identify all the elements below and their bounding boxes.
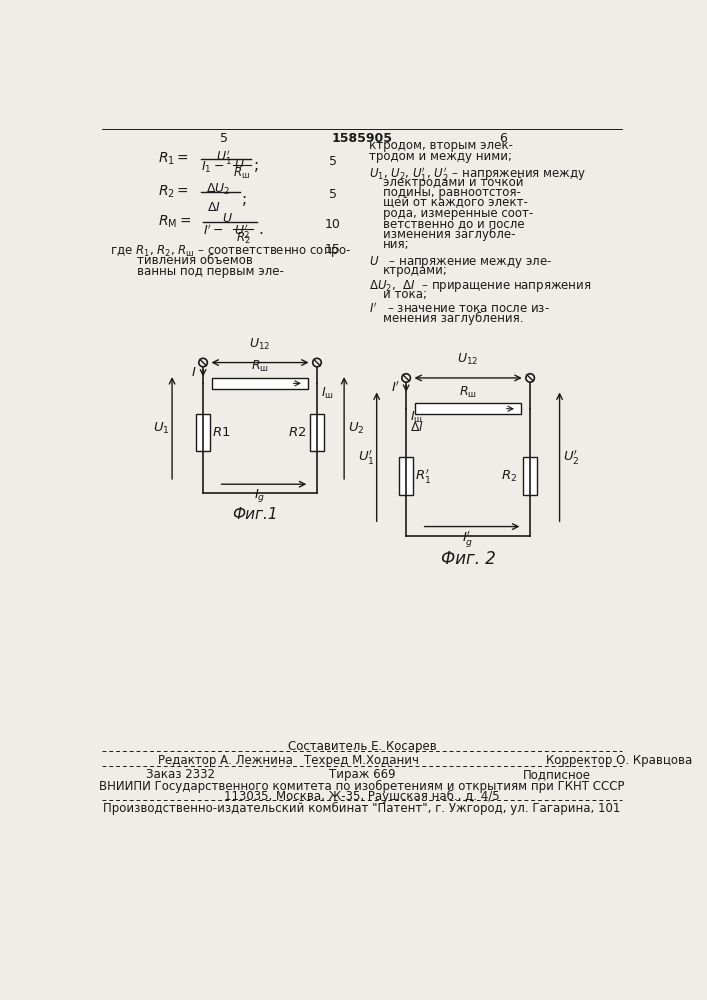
Text: $U_2^{\prime}$: $U_2^{\prime}$ <box>563 448 580 466</box>
Text: $U$   – напряжение между эле-: $U$ – напряжение между эле- <box>369 254 552 270</box>
Text: тродом и между ними;: тродом и между ними; <box>369 150 512 163</box>
Text: $R2$: $R2$ <box>288 426 307 439</box>
Text: 6: 6 <box>499 132 507 145</box>
Text: Фиг. 2: Фиг. 2 <box>440 550 496 568</box>
Text: рода, измеренные соот-: рода, измеренные соот- <box>383 207 533 220</box>
Text: Заказ 2332: Заказ 2332 <box>146 768 216 781</box>
Text: $U_2^{\prime}$: $U_2^{\prime}$ <box>234 222 250 240</box>
Text: $U_{12}$: $U_{12}$ <box>457 352 479 367</box>
Text: Производственно-издательский комбинат "Патент", г. Ужгород, ул. Гагарина, 101: Производственно-издательский комбинат "П… <box>103 802 621 815</box>
FancyBboxPatch shape <box>416 403 521 414</box>
Text: менения заглубления.: менения заглубления. <box>383 312 523 325</box>
Text: ванны под первым эле-: ванны под первым эле- <box>137 265 284 278</box>
Text: .: . <box>259 222 264 237</box>
Text: $R_{\text{ш}}$: $R_{\text{ш}}$ <box>251 359 269 374</box>
Text: где $R_1$, $R_2$, $R_{\text{ш}}$ – соответственно сопро-: где $R_1$, $R_2$, $R_{\text{ш}}$ – соотв… <box>110 243 351 259</box>
Text: 10: 10 <box>325 218 341 231</box>
Text: $I_{\text{ш}}$: $I_{\text{ш}}$ <box>410 410 423 425</box>
Text: $U_2$: $U_2$ <box>348 420 365 436</box>
Text: $I^{\prime}$   – значение тока после из-: $I^{\prime}$ – значение тока после из- <box>369 301 550 316</box>
Text: ктродом, вторым элек-: ктродом, вторым элек- <box>369 139 513 152</box>
Text: $R_2 =$: $R_2 =$ <box>158 184 189 200</box>
Text: $\Delta U_2$,  $\Delta I$  – приращение напряжения: $\Delta U_2$, $\Delta I$ – приращение на… <box>369 278 591 294</box>
FancyBboxPatch shape <box>196 414 210 451</box>
Text: $R_1 =$: $R_1 =$ <box>158 151 189 167</box>
Text: и тока;: и тока; <box>383 288 427 301</box>
FancyBboxPatch shape <box>399 457 413 495</box>
Text: ;: ; <box>242 192 247 207</box>
Text: Подписное: Подписное <box>522 768 590 781</box>
Text: $R_2$: $R_2$ <box>501 469 518 484</box>
Text: 1585905: 1585905 <box>332 132 392 145</box>
Text: $\Delta U_2$: $\Delta U_2$ <box>206 182 230 197</box>
Text: $I^{\prime} -$: $I^{\prime} -$ <box>203 223 224 238</box>
Text: 5: 5 <box>329 155 337 168</box>
Text: подины, равноотстоя-: подины, равноотстоя- <box>383 186 521 199</box>
Text: 5: 5 <box>220 132 228 145</box>
Text: $U_1^{\prime}$: $U_1^{\prime}$ <box>358 448 374 466</box>
Text: $R_{\text{М}} =$: $R_{\text{М}} =$ <box>158 214 192 230</box>
Text: $I_1 -$: $I_1 -$ <box>201 160 224 175</box>
Text: $I_g^{\prime}$: $I_g^{\prime}$ <box>462 529 474 549</box>
Text: 15: 15 <box>325 243 341 256</box>
Text: $R_{\text{ш}}$: $R_{\text{ш}}$ <box>233 166 250 181</box>
Text: $I_g$: $I_g$ <box>254 487 265 504</box>
Text: Техред М.Ходанич: Техред М.Ходанич <box>305 754 419 767</box>
Text: Тираж 669: Тираж 669 <box>329 768 395 781</box>
Text: ВНИИПИ Государственного комитета по изобретениям и открытиям при ГКНТ СССР: ВНИИПИ Государственного комитета по изоб… <box>99 780 625 793</box>
Text: $R_1^{\prime}$: $R_1^{\prime}$ <box>416 467 432 485</box>
Text: ;: ; <box>255 158 259 174</box>
Text: Корректор О. Кравцова: Корректор О. Кравцова <box>546 754 692 767</box>
FancyBboxPatch shape <box>212 378 308 389</box>
Text: $\Delta l$: $\Delta l$ <box>410 420 424 434</box>
Text: ния;: ния; <box>383 238 409 251</box>
Text: Редактор А. Лежнина: Редактор А. Лежнина <box>158 754 293 767</box>
Text: ктродами;: ктродами; <box>383 264 448 277</box>
Text: $R_2$: $R_2$ <box>235 231 250 246</box>
Text: ветственно до и после: ветственно до и после <box>383 217 525 230</box>
Text: $I$: $I$ <box>192 366 197 379</box>
Text: $U_1^{\prime}$: $U_1^{\prime}$ <box>216 148 232 166</box>
Text: $R_{\text{ш}}$: $R_{\text{ш}}$ <box>459 384 477 400</box>
Text: $\Delta I$: $\Delta I$ <box>207 201 221 214</box>
Text: изменения заглубле-: изменения заглубле- <box>383 228 515 241</box>
Text: $U_1$, $U_2$, $U_1^{\prime}$, $U_2^{\prime}$ – напряжения между: $U_1$, $U_2$, $U_1^{\prime}$, $U_2^{\pri… <box>369 165 586 183</box>
Text: 113035, Москва, Ж-35, Раушская наб., д. 4/5: 113035, Москва, Ж-35, Раушская наб., д. … <box>224 790 500 803</box>
FancyBboxPatch shape <box>523 457 537 495</box>
Text: $U_1$: $U_1$ <box>153 420 170 436</box>
Text: Составитель Е. Косарев: Составитель Е. Косарев <box>288 740 436 753</box>
Text: щей от каждого элект-: щей от каждого элект- <box>383 196 527 209</box>
Text: Фиг.1: Фиг.1 <box>232 507 278 522</box>
Text: 5: 5 <box>329 188 337 201</box>
Text: $I_{\text{ш}}$: $I_{\text{ш}}$ <box>321 386 334 401</box>
Text: $I^{\prime}$: $I^{\prime}$ <box>391 381 400 395</box>
Text: $U_{12}$: $U_{12}$ <box>249 337 270 352</box>
FancyBboxPatch shape <box>310 414 324 451</box>
Text: тивления объемов: тивления объемов <box>137 254 253 267</box>
Text: $U$: $U$ <box>234 158 245 172</box>
Text: электродами и точкой: электродами и точкой <box>383 176 523 189</box>
Text: $U$: $U$ <box>223 212 233 225</box>
Text: $R1$: $R1$ <box>212 426 230 439</box>
